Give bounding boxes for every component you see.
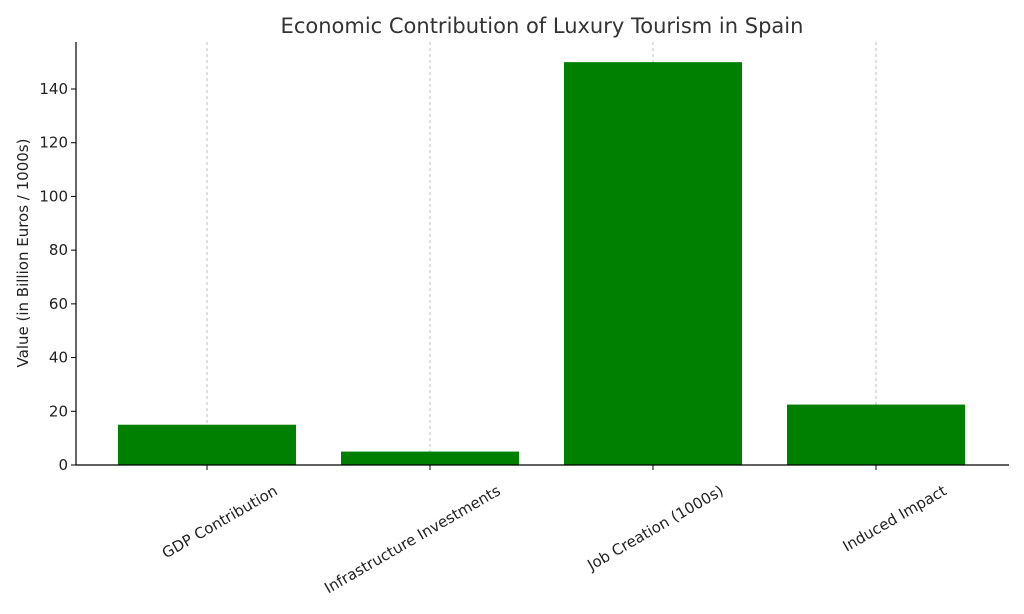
x-tick-label: Induced Impact	[840, 482, 950, 556]
bar-2	[341, 451, 519, 465]
bar-1	[118, 424, 296, 465]
axes	[75, 42, 1009, 466]
x-tick-label: Job Creation (1000s)	[584, 482, 727, 575]
y-tick-label: 20	[49, 402, 68, 420]
x-tick-labels: GDP Contribution Infrastructure Investmen…	[159, 465, 950, 597]
y-tick-label: 80	[49, 241, 68, 259]
chart-title: Economic Contribution of Luxury Tourism …	[281, 14, 804, 38]
y-tick-label: 60	[49, 295, 68, 313]
x-tick-label: GDP Contribution	[159, 482, 281, 563]
x-tick-label: Infrastructure Investments	[321, 481, 504, 597]
y-tick-label: 100	[39, 187, 68, 205]
bar-3	[564, 62, 742, 466]
bars	[118, 62, 965, 466]
y-axis-label: Value (in Billion Euros / 1000s)	[14, 139, 32, 368]
y-tick-label: 120	[39, 134, 68, 152]
y-tick-label: 40	[49, 349, 68, 367]
y-tick-label: 0	[58, 456, 68, 474]
bar-4	[787, 404, 965, 465]
grid-lines	[206, 42, 877, 465]
y-ticks: 0 20 40 60 80 100 120 140	[39, 80, 76, 474]
y-tick-label: 140	[39, 80, 68, 98]
